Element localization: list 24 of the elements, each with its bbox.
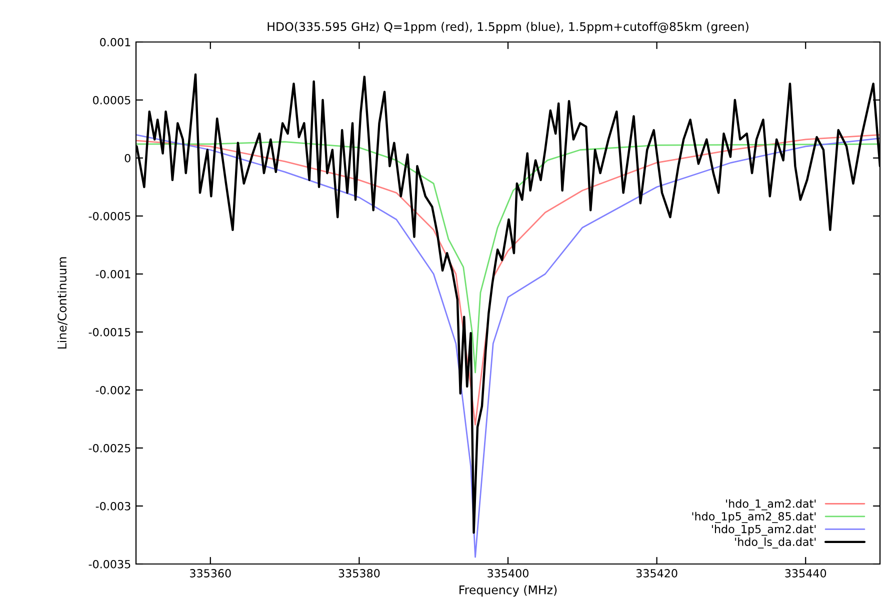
legend-label: 'hdo_1p5_am2.dat' bbox=[712, 524, 816, 536]
legend-label: 'hdo_ls_da.dat' bbox=[735, 537, 816, 548]
legend-label: 'hdo_1_am2.dat' bbox=[726, 499, 816, 510]
x-tick-label: 335380 bbox=[338, 569, 380, 578]
x-tick-label: 335420 bbox=[636, 569, 678, 578]
y-tick-label: 0 bbox=[124, 154, 130, 162]
legend-label: 'hdo_1p5_am2_85.dat' bbox=[692, 512, 816, 523]
y-tick-label: 0.001 bbox=[100, 38, 130, 46]
y-tick-label: -0.0035 bbox=[88, 560, 130, 568]
y-tick-label: 0.0005 bbox=[92, 96, 130, 104]
x-tick-label: 335440 bbox=[785, 569, 826, 578]
line-series bbox=[136, 141, 880, 374]
y-tick-label: -0.003 bbox=[96, 502, 130, 510]
chart-title: HDO(335.595 GHz) Q=1ppm (red), 1.5ppm (blue), 1.5ppm+cutoff@85km (green) bbox=[268, 22, 748, 34]
y-tick-label: -0.001 bbox=[96, 270, 130, 278]
x-tick-label: 335360 bbox=[190, 569, 231, 578]
y-axis-title: Line/Continuum bbox=[57, 257, 68, 349]
x-tick-label: 335400 bbox=[488, 569, 528, 578]
line-series bbox=[136, 134, 880, 558]
y-tick-label: -0.0025 bbox=[88, 444, 130, 452]
y-tick-label: -0.0015 bbox=[88, 328, 130, 336]
y-tick-label: -0.0005 bbox=[88, 212, 130, 220]
x-axis-title: Frequency (MHz) bbox=[460, 585, 557, 597]
y-tick-label: -0.002 bbox=[96, 386, 130, 394]
